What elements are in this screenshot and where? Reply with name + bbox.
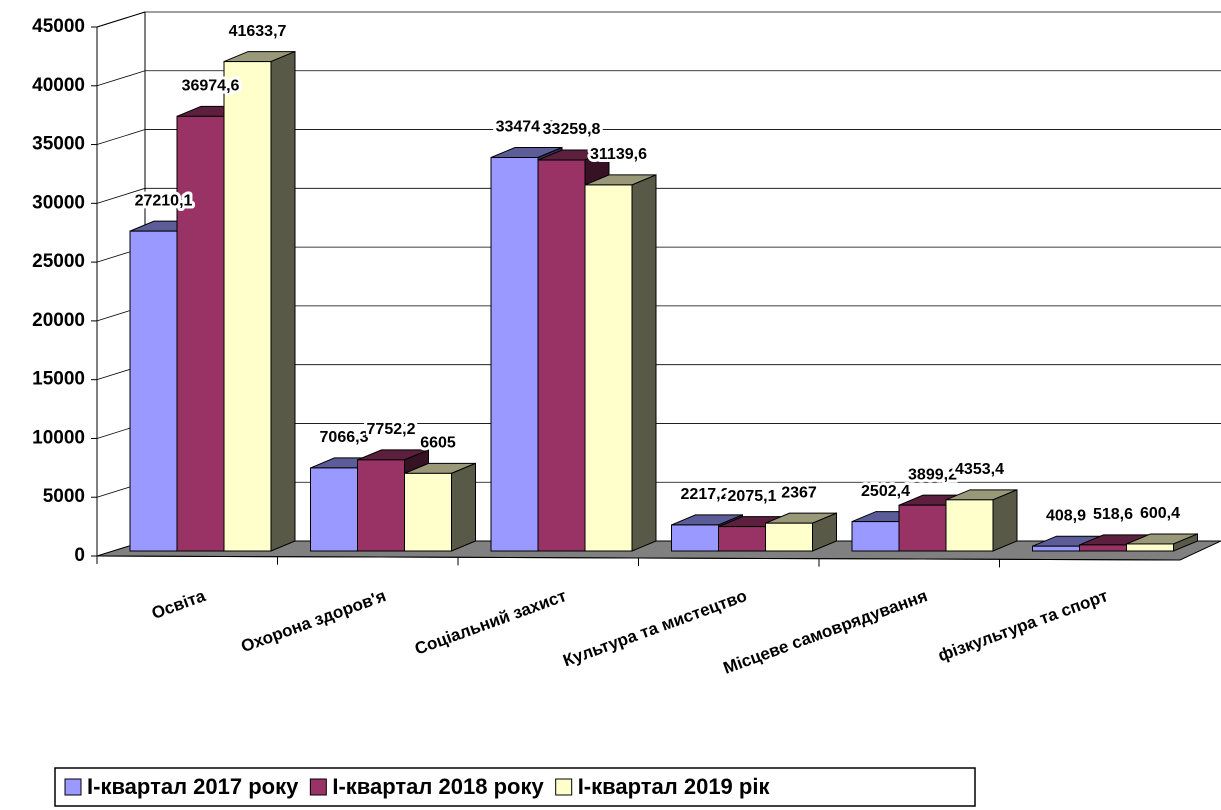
value-label: 31139,6 [590,146,647,163]
grid-line [96,187,1221,204]
y-tick-label: 40000 [32,75,85,96]
value-label: 7752,2 [367,421,416,438]
bar-side [631,174,657,552]
bar [945,499,994,552]
y-tick-label: 35000 [32,134,85,155]
y-tick-label: 30000 [32,192,85,213]
x-tick-label: Культура та мистецтво [561,586,750,670]
value-label: 2367 [781,484,817,501]
bar [671,524,719,552]
value-label: 27210,1 [135,192,193,209]
bar [718,526,766,552]
value-label: 2075,1 [728,488,777,505]
bar [765,522,813,552]
x-tick-label: фізкультура та спорт [936,586,1111,665]
value-label: 2502,4 [861,483,910,500]
x-tick-label: Місцеве самоврядування [721,586,930,678]
legend-swatch [309,778,327,796]
value-label: 36974,6 [182,78,240,95]
y-tick-label: 25000 [32,251,85,272]
grid-line [96,70,1221,87]
legend-label: I-квартал 2019 рік [578,774,771,799]
x-tick-label: Охорона здоров'я [238,586,388,656]
value-label: 33259,8 [543,121,601,138]
legend-box [54,767,976,807]
bar [176,115,225,552]
bar [310,467,358,552]
y-tick-label: 45000 [32,16,85,37]
bar [404,472,452,552]
bar-side [270,50,296,552]
bar-side [992,489,1018,552]
legend-label: I-квартал 2017 року [87,774,299,799]
bar [223,61,272,552]
bar [584,184,633,552]
x-tick-label: Освіта [149,586,208,623]
bar [357,459,405,552]
grid-line [96,11,1221,28]
bar [1032,545,1080,552]
value-label: 6605 [420,435,456,452]
bar [851,521,900,552]
value-label: 7066,3 [320,429,369,446]
legend-swatch [64,778,82,796]
value-label: 4353,4 [955,461,1004,478]
bar-side [451,462,476,552]
value-label: 600,4 [1140,505,1180,522]
value-label: 3899,2 [908,466,957,483]
y-tick-label: 0 [74,545,85,566]
bar [537,159,586,552]
value-label: 408,9 [1046,507,1086,524]
y-tick-label: 20000 [32,310,85,331]
value-label: 33474,7 [496,119,554,136]
bar [490,156,539,552]
bar [129,230,178,552]
bar [1079,544,1127,552]
value-label: 41633,7 [229,23,287,40]
y-tick-label: 5000 [43,486,85,507]
value-label: 518,6 [1093,506,1133,523]
legend-swatch [555,778,573,796]
grid-line [96,129,1221,145]
bar [1126,543,1174,552]
legend-label: I-квартал 2018 року [332,774,544,799]
y-tick-label: 15000 [32,369,85,390]
value-label: 2217,2 [681,486,730,503]
bar [898,504,947,552]
y-tick-label: 10000 [32,427,85,448]
x-tick-label: Соціальний захист [412,586,569,659]
